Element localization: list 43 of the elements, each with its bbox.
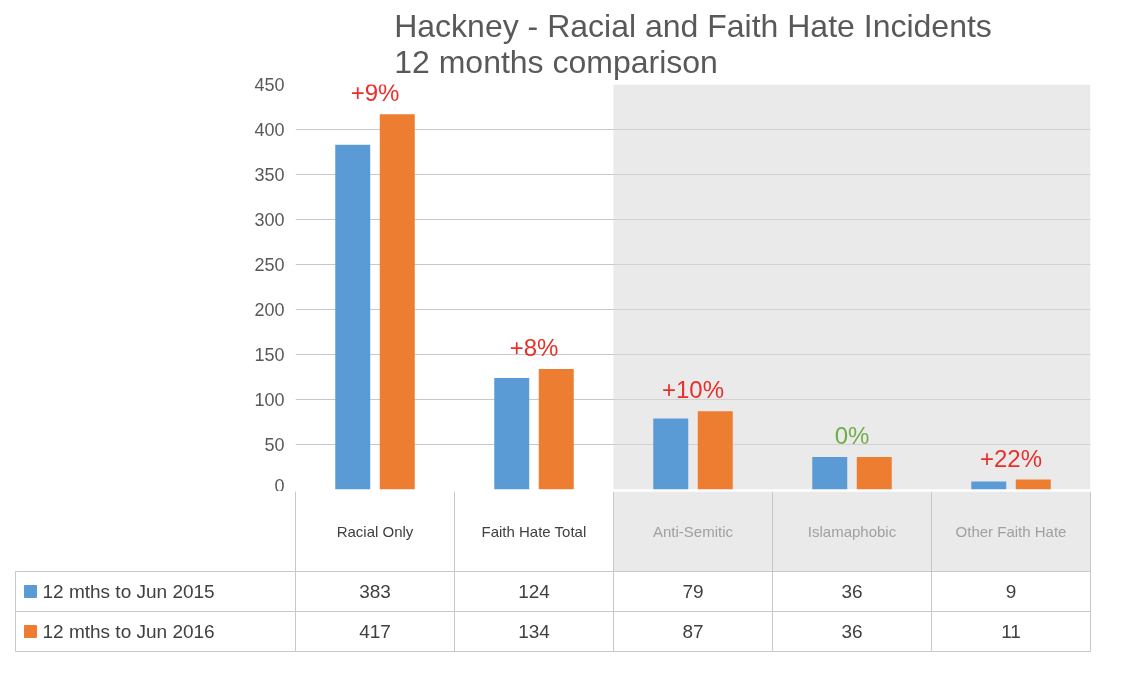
y-tick-label: 400 (254, 120, 285, 140)
annotation: +22% (979, 444, 1043, 472)
legend-label: 12 mths to Jun 2015 (42, 581, 215, 602)
data-label: 383 (359, 581, 391, 602)
y-tick-label: 0 (274, 475, 285, 496)
data-label: 36 (841, 621, 863, 642)
y-tick-label: 250 (254, 255, 285, 275)
bar (697, 411, 733, 490)
bar (538, 368, 574, 490)
annotation: +9% (350, 79, 400, 107)
data-label: 417 (359, 621, 391, 642)
y-tick-label: 300 (254, 210, 285, 230)
x-tick-label: Racial Only (336, 523, 414, 540)
bar (494, 377, 530, 490)
x-tick-label: Islamaphobic (807, 523, 897, 540)
chart-title: Hackney - Racial and Faith Hate Incidents 12 months comparison (394, 7, 992, 80)
x-tick-label: Other Faith Hate (955, 523, 1067, 540)
data-label: 87 (682, 621, 704, 642)
annotation: +8% (509, 333, 559, 361)
bar (971, 481, 1007, 490)
x-tick-label: Anti-Semitic (652, 523, 734, 540)
data-label: 11 (1001, 621, 1021, 642)
bar (335, 144, 371, 490)
bar (856, 457, 892, 490)
data-label: 9 (1005, 581, 1017, 602)
y-tick-label: 150 (254, 345, 285, 365)
bar (812, 457, 848, 490)
data-label: 79 (682, 581, 704, 602)
y-tick-label: 100 (254, 390, 285, 410)
legend-label: 12 mths to Jun 2016 (42, 621, 215, 642)
y-tick-label: 350 (254, 165, 285, 185)
data-label: 124 (518, 581, 551, 602)
bar (653, 418, 689, 490)
y-tick-label: 450 (254, 75, 285, 95)
annotation: 0% (834, 422, 870, 450)
data-label: 134 (518, 621, 551, 642)
y-tick-label: 50 (264, 435, 285, 455)
data-label: 36 (841, 581, 863, 602)
annotation: +10% (661, 376, 725, 404)
bar (379, 114, 415, 490)
bar (1015, 479, 1051, 490)
x-tick-label: Faith Hate Total (481, 523, 587, 540)
y-tick-label: 200 (254, 300, 285, 320)
